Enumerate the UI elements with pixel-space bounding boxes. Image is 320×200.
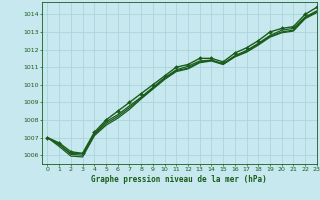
X-axis label: Graphe pression niveau de la mer (hPa): Graphe pression niveau de la mer (hPa) bbox=[91, 175, 267, 184]
